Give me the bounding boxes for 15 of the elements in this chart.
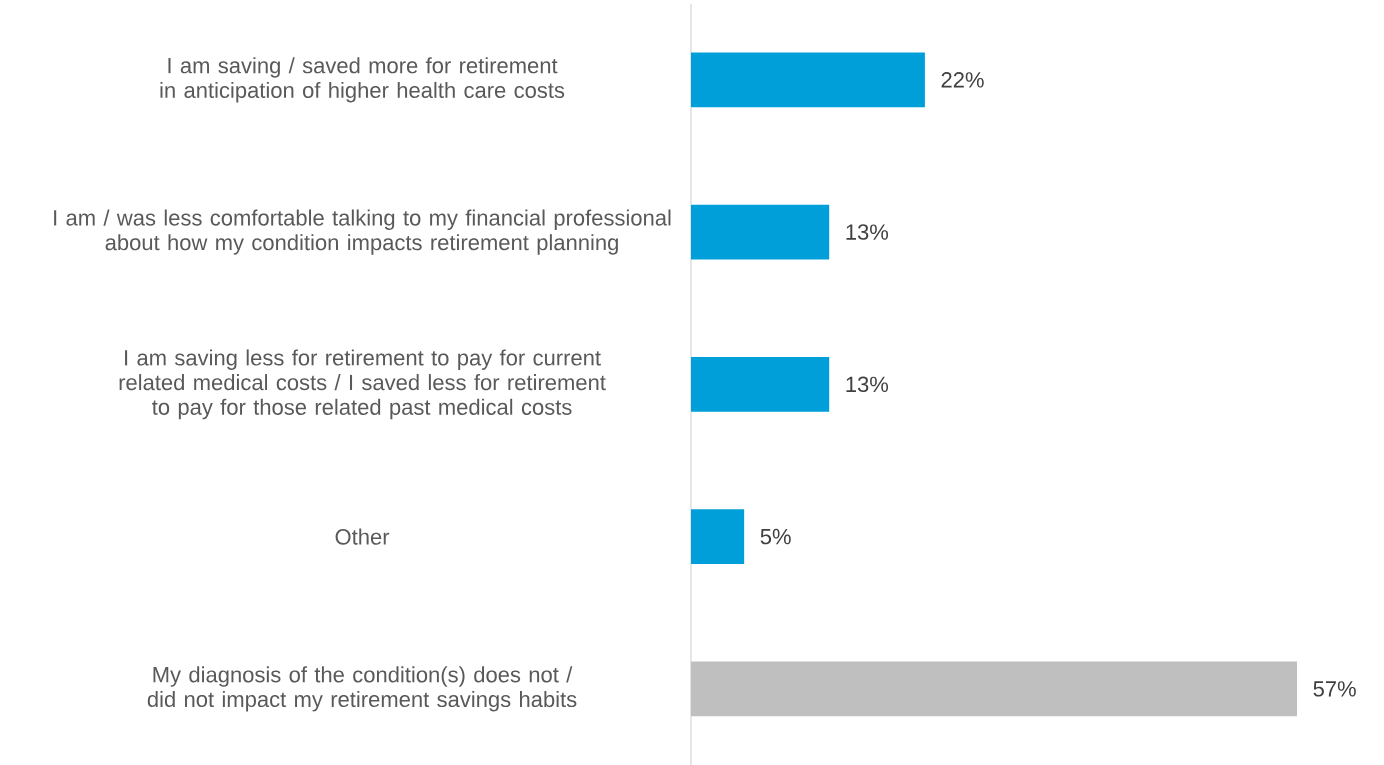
data-label: 13% [846,376,889,393]
bar [690,204,830,260]
bar [690,357,830,412]
y-tick-label: I am saving / saved more for retirement in anticipation of higher health care costs [160,57,565,103]
data-label: 22% [941,72,984,88]
data-label: 57% [1313,681,1356,697]
y-tick-label: I am saving less for retirement to pay for current related medical costs / I saved less for retirement to pay for those related past medical costs [119,349,606,420]
bar [690,661,1297,717]
y-tick-label: My diagnosis of the condition(s) does not / did not impact my retirement savings habits [147,666,577,712]
data-label: 13% [846,224,889,240]
y-tick-label: I am / was less comfortable talking to my financial professional about how my condition impacts retirement planning [54,209,671,255]
bar [690,52,925,108]
bar [690,509,745,564]
y-tick-label: Other [335,528,390,545]
data-label: 5% [760,528,791,545]
